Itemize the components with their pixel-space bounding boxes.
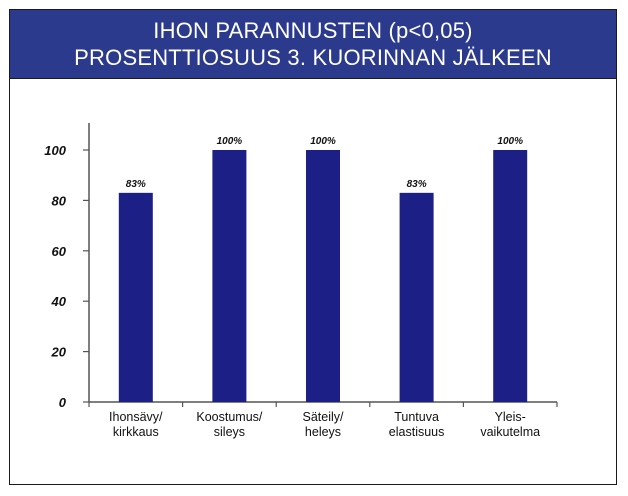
category-label: sileys: [214, 425, 245, 439]
y-tick-label: 60: [52, 244, 67, 259]
title-line-2: PROSENTTIOSUUS 3. KUORINNAN JÄLKEEN: [74, 45, 552, 70]
bar-value-label: 83%: [126, 179, 146, 190]
bar: [212, 150, 247, 402]
y-tick-label: 40: [51, 294, 67, 309]
category-label: Koostumus/: [196, 410, 263, 424]
y-axis-ticks: 0 20 40 60 80 100: [44, 143, 89, 410]
category-label: kirkkaus: [113, 425, 159, 439]
category-label: Tuntuva: [394, 410, 439, 424]
title-line-1: IHON PARANNUSTEN (p<0,05): [153, 18, 473, 43]
bar: [493, 150, 528, 402]
title-banner: IHON PARANNUSTEN (p<0,05) PROSENTTIOSUUS…: [9, 9, 617, 79]
bar-value-label: 100%: [217, 136, 243, 147]
bar: [306, 150, 340, 402]
category-label: heleys: [305, 425, 341, 439]
bar-value-label: 83%: [407, 179, 427, 190]
category-label: elastisuus: [389, 425, 445, 439]
bar-series: [118, 150, 528, 402]
category-label: vaikutelma: [480, 425, 540, 439]
category-labels: Ihonsävy/kirkkaus Koostumus/sileys Säteily…: [109, 410, 540, 439]
category-label: Ihonsävy/: [109, 410, 163, 424]
bar: [118, 192, 153, 402]
category-label: Yleis-: [495, 410, 526, 424]
y-tick-label: 80: [52, 193, 67, 208]
bar-value-label: 100%: [497, 136, 523, 147]
bar: [399, 192, 434, 402]
data-labels: 83% 100% 100% 83% 100%: [126, 136, 523, 190]
y-tick-label: 100: [44, 143, 66, 158]
y-tick-label: 20: [51, 345, 67, 360]
y-tick-label: 0: [59, 395, 67, 410]
bar-value-label: 100%: [310, 136, 336, 147]
category-label: Säteily/: [303, 410, 345, 424]
